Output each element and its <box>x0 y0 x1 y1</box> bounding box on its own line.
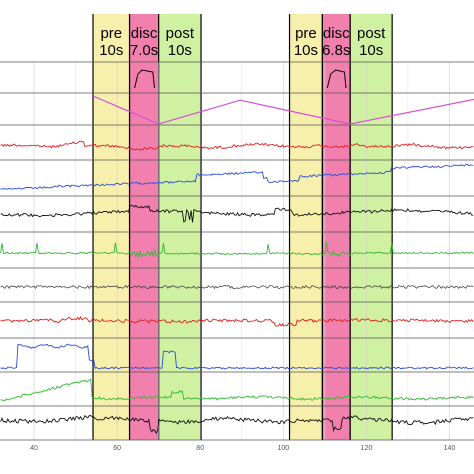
band-label-post2: post <box>357 25 386 42</box>
band-label-post1: post <box>166 25 195 42</box>
trace-blue_2 <box>0 343 474 370</box>
band-duration-disc1: 7.0s <box>130 42 158 59</box>
band-disc1 <box>129 14 159 440</box>
x-tick-label: 140 <box>444 445 456 452</box>
band-duration-pre1: 10s <box>99 42 123 59</box>
band-pre2 <box>289 14 323 440</box>
band-duration-disc2: 6.8s <box>322 42 350 59</box>
trace-black_2 <box>0 414 474 435</box>
trace-red_2 <box>0 315 474 327</box>
trace-red_1 <box>0 140 474 151</box>
trace-triangle <box>92 95 474 125</box>
band-label-pre2: pre <box>295 25 317 42</box>
trace-blue_1 <box>0 163 474 190</box>
band-post2 <box>350 14 393 440</box>
x-tick-label: 40 <box>30 445 38 452</box>
x-tick-label: 80 <box>196 445 204 452</box>
x-axis-tick-labels: 40 60 80 100 120 140 <box>30 445 455 452</box>
trace-green_2 <box>0 378 474 402</box>
band-disc2 <box>322 14 351 440</box>
band-labels: pre10sdisc7.0spost10spre10sdisc6.8spost1… <box>99 25 386 59</box>
trace-black_1 <box>0 204 474 223</box>
band-label-pre1: pre <box>100 25 122 42</box>
x-tick-label: 60 <box>113 445 121 452</box>
band-duration-post2: 10s <box>359 42 383 59</box>
disc-pulse <box>326 69 347 89</box>
x-tick-label: 100 <box>277 445 289 452</box>
band-duration-post1: 10s <box>168 42 192 59</box>
band-label-disc1: disc <box>131 25 158 42</box>
band-pre1 <box>93 14 130 440</box>
band-label-disc2: disc <box>323 25 350 42</box>
disc-pulse <box>134 69 155 89</box>
signal-traces <box>0 69 474 435</box>
band-post1 <box>158 14 202 440</box>
trace-green_1 <box>0 242 474 259</box>
x-tick-label: 120 <box>361 445 373 452</box>
band-regions <box>92 14 393 440</box>
trace-noise <box>0 284 474 290</box>
band-duration-pre2: 10s <box>294 42 318 59</box>
